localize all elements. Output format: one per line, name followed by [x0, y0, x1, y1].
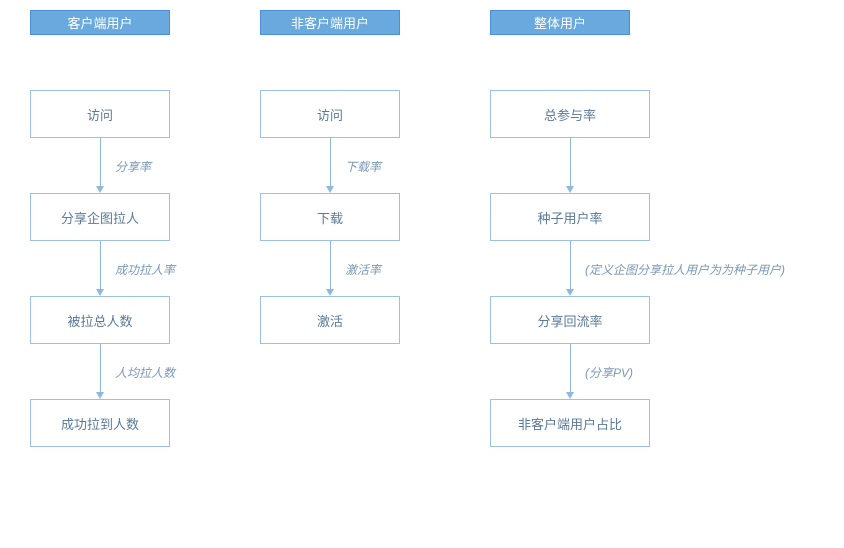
flow-node: 分享企图拉人 [30, 193, 170, 241]
column-header-client: 客户端用户 [30, 10, 170, 35]
column-header-nonclient: 非客户端用户 [260, 10, 400, 35]
edge-label: 成功拉人率 [115, 261, 175, 278]
flow-node: 访问 [30, 90, 170, 138]
edge-label: (分享PV) [585, 364, 633, 381]
edge-label: 激活率 [345, 261, 381, 278]
flow-node: 激活 [260, 296, 400, 344]
edge-label: 分享率 [115, 158, 151, 175]
edge-label: (定义企图分享拉人用户为为种子用户) [585, 261, 785, 278]
flow-node: 访问 [260, 90, 400, 138]
edge-label: 人均拉人数 [115, 364, 175, 381]
flow-node: 下载 [260, 193, 400, 241]
flow-node: 种子用户率 [490, 193, 650, 241]
flow-node: 分享回流率 [490, 296, 650, 344]
flow-node: 总参与率 [490, 90, 650, 138]
edge-label: 下载率 [345, 158, 381, 175]
column-header-overall: 整体用户 [490, 10, 630, 35]
flow-node: 非客户端用户占比 [490, 399, 650, 447]
flow-node: 被拉总人数 [30, 296, 170, 344]
flow-node: 成功拉到人数 [30, 399, 170, 447]
